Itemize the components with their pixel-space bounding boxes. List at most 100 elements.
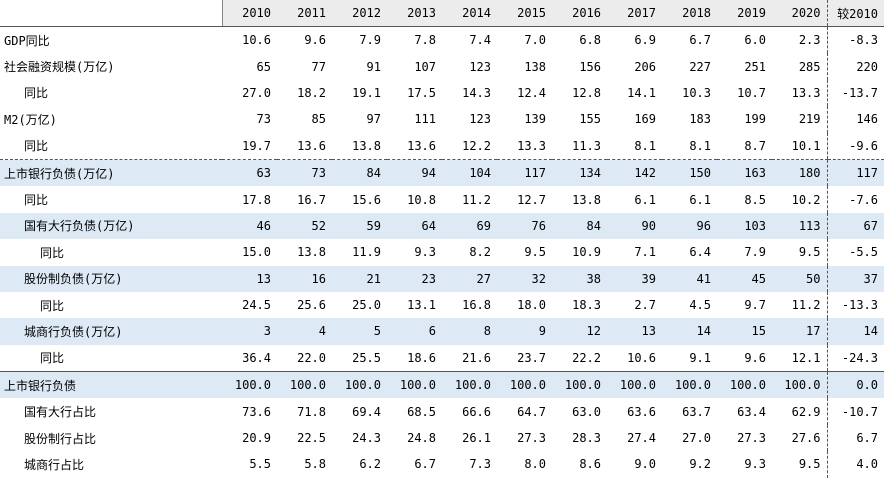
value-cell: 18.2 xyxy=(297,85,326,100)
value-cell: 169 xyxy=(634,112,656,127)
row-label: 国有大行占比 xyxy=(24,405,97,420)
value-cell: 9.5 xyxy=(798,457,821,472)
value-cell: 117 xyxy=(497,159,552,187)
value-cell: 2.3 xyxy=(798,33,821,48)
value-cell: -5.5 xyxy=(826,239,884,266)
value-cell: 2.7 xyxy=(634,298,656,313)
value-cell: 21.6 xyxy=(442,344,497,373)
header-cell: 2018 xyxy=(662,0,717,27)
table-row: M2(万亿) 73 85 97 111 123 139 155 169 183 199 219 146 xyxy=(0,106,884,133)
table-header: 2010 2011 2012 2013 2014 2015 2016 2017 2018 2019… xyxy=(0,0,884,27)
value-cell: 107 xyxy=(414,59,436,74)
value-cell: 5 xyxy=(332,318,387,345)
row-label: 城商行占比 xyxy=(24,457,85,472)
value-cell: 156 xyxy=(579,59,601,74)
value-cell: 139 xyxy=(524,112,546,127)
header-cell: 2014 xyxy=(442,0,497,27)
row-label: 社会融资规模(万亿) xyxy=(4,60,115,75)
value-cell: 100.0 xyxy=(497,371,552,399)
value-cell: 22.5 xyxy=(297,431,326,446)
value-cell: 14 xyxy=(662,318,717,345)
value-cell: 73.6 xyxy=(242,404,271,419)
value-cell: 7.0 xyxy=(524,33,546,48)
value-cell: 9.6 xyxy=(717,344,772,373)
row-label: 同比 xyxy=(0,132,222,160)
value-cell: 100.0 xyxy=(387,371,442,399)
table-row: 同比 36.4 22.0 25.5 18.6 21.6 23.7 22.2 10.6 9.1 9.6… xyxy=(0,344,884,373)
row-label: 国有大行负债(万亿) xyxy=(0,212,222,240)
table-row: 同比 27.0 18.2 19.1 17.5 14.3 12.4 12.8 14.1 10.3 10… xyxy=(0,79,884,107)
value-cell: 100.0 xyxy=(607,371,662,399)
value-cell: 13.1 xyxy=(407,298,436,313)
value-cell: 68.5 xyxy=(407,404,436,419)
value-cell: 123 xyxy=(469,112,491,127)
value-cell: 13.8 xyxy=(297,245,326,260)
value-cell: 27.3 xyxy=(517,431,546,446)
value-cell: 90 xyxy=(607,212,662,240)
value-cell: 19.7 xyxy=(222,132,277,160)
value-cell: 13 xyxy=(222,265,277,292)
value-cell: 8.5 xyxy=(744,192,766,207)
value-cell: 23.7 xyxy=(497,344,552,373)
table-row: 社会融资规模(万亿) 65 77 91 107 123 138 156 206 227 251 285… xyxy=(0,53,884,80)
table-row: 同比 24.5 25.6 25.0 13.1 16.8 18.0 18.3 2.7 4.5 9.7 1… xyxy=(0,291,884,319)
table-row: 同比 17.8 16.7 15.6 10.8 11.2 12.7 13.8 6.1 6.1 8.5 1… xyxy=(0,186,884,213)
value-cell: 28.3 xyxy=(572,431,601,446)
value-cell: 10.6 xyxy=(242,33,271,48)
value-cell: 103 xyxy=(717,212,772,240)
value-cell: 150 xyxy=(662,159,717,187)
table-row: GDP同比 10.6 9.6 7.9 7.8 7.4 7.0 6.8 6.9 6.7 6.0 2.3-… xyxy=(0,26,884,54)
value-cell: 32 xyxy=(497,265,552,292)
value-cell: 25.0 xyxy=(352,298,381,313)
value-cell: 100.0 xyxy=(332,371,387,399)
value-cell: 45 xyxy=(717,265,772,292)
value-cell: 69 xyxy=(442,212,497,240)
value-cell: 15.0 xyxy=(242,245,271,260)
value-cell: 9.1 xyxy=(662,344,717,373)
value-cell: 17.5 xyxy=(407,85,436,100)
value-cell: 41 xyxy=(662,265,717,292)
value-cell: -10.7 xyxy=(826,398,884,425)
value-cell: 27.0 xyxy=(242,85,271,100)
value-cell: 13.8 xyxy=(332,132,387,160)
value-cell: 117 xyxy=(826,159,884,187)
table-row: 同比 15.0 13.8 11.9 9.3 8.2 9.5 10.9 7.1 6.4 7.9 9.5-… xyxy=(0,239,884,266)
value-cell: 10.3 xyxy=(682,85,711,100)
row-label: 股份制行占比 xyxy=(24,431,97,446)
value-cell: 6.8 xyxy=(579,33,601,48)
value-cell: 73 xyxy=(256,112,271,127)
table-row: 上市银行负债(万亿) 63 73 84 94 104 117 134 142 150 163 180 1… xyxy=(0,159,884,187)
value-cell: 13.6 xyxy=(387,132,442,160)
table-body: GDP同比 10.6 9.6 7.9 7.8 7.4 7.0 6.8 6.9 6.7 6.0 2.3-… xyxy=(0,26,884,478)
value-cell: 71.8 xyxy=(297,404,326,419)
row-label: 同比 xyxy=(24,193,49,208)
value-cell: 7.3 xyxy=(469,457,491,472)
value-cell: 15.6 xyxy=(352,192,381,207)
value-cell: 220 xyxy=(826,53,884,80)
table-row: 同比 19.7 13.6 13.8 13.6 12.2 13.3 11.3 8.1 8.1 8.7 1… xyxy=(0,132,884,160)
value-cell: 4.5 xyxy=(689,298,711,313)
header-cell: 2015 xyxy=(497,0,552,27)
value-cell: 6.7 xyxy=(414,457,436,472)
value-cell: 13.8 xyxy=(572,192,601,207)
header-cell: 较2010 xyxy=(826,0,884,27)
table-row: 国有大行负债(万亿) 46 52 59 64 69 76 84 90 96 103 113 67 xyxy=(0,212,884,240)
value-cell: 26.1 xyxy=(462,431,491,446)
value-cell: 4.0 xyxy=(826,451,884,478)
value-cell: 7.4 xyxy=(469,33,491,48)
value-cell: 63.6 xyxy=(627,404,656,419)
header-cell: 2010 xyxy=(222,0,277,27)
value-cell: 84 xyxy=(552,212,607,240)
value-cell: 21 xyxy=(332,265,387,292)
value-cell: 6.1 xyxy=(634,192,656,207)
value-cell: 84 xyxy=(332,159,387,187)
value-cell: 199 xyxy=(744,112,766,127)
value-cell: 11.2 xyxy=(462,192,491,207)
value-cell: 18.3 xyxy=(572,298,601,313)
value-cell: 16.7 xyxy=(297,192,326,207)
value-cell: 39 xyxy=(607,265,662,292)
value-cell: 8.7 xyxy=(717,132,772,160)
value-cell: 23 xyxy=(387,265,442,292)
value-cell: 9.3 xyxy=(744,457,766,472)
value-cell: 9.0 xyxy=(634,457,656,472)
